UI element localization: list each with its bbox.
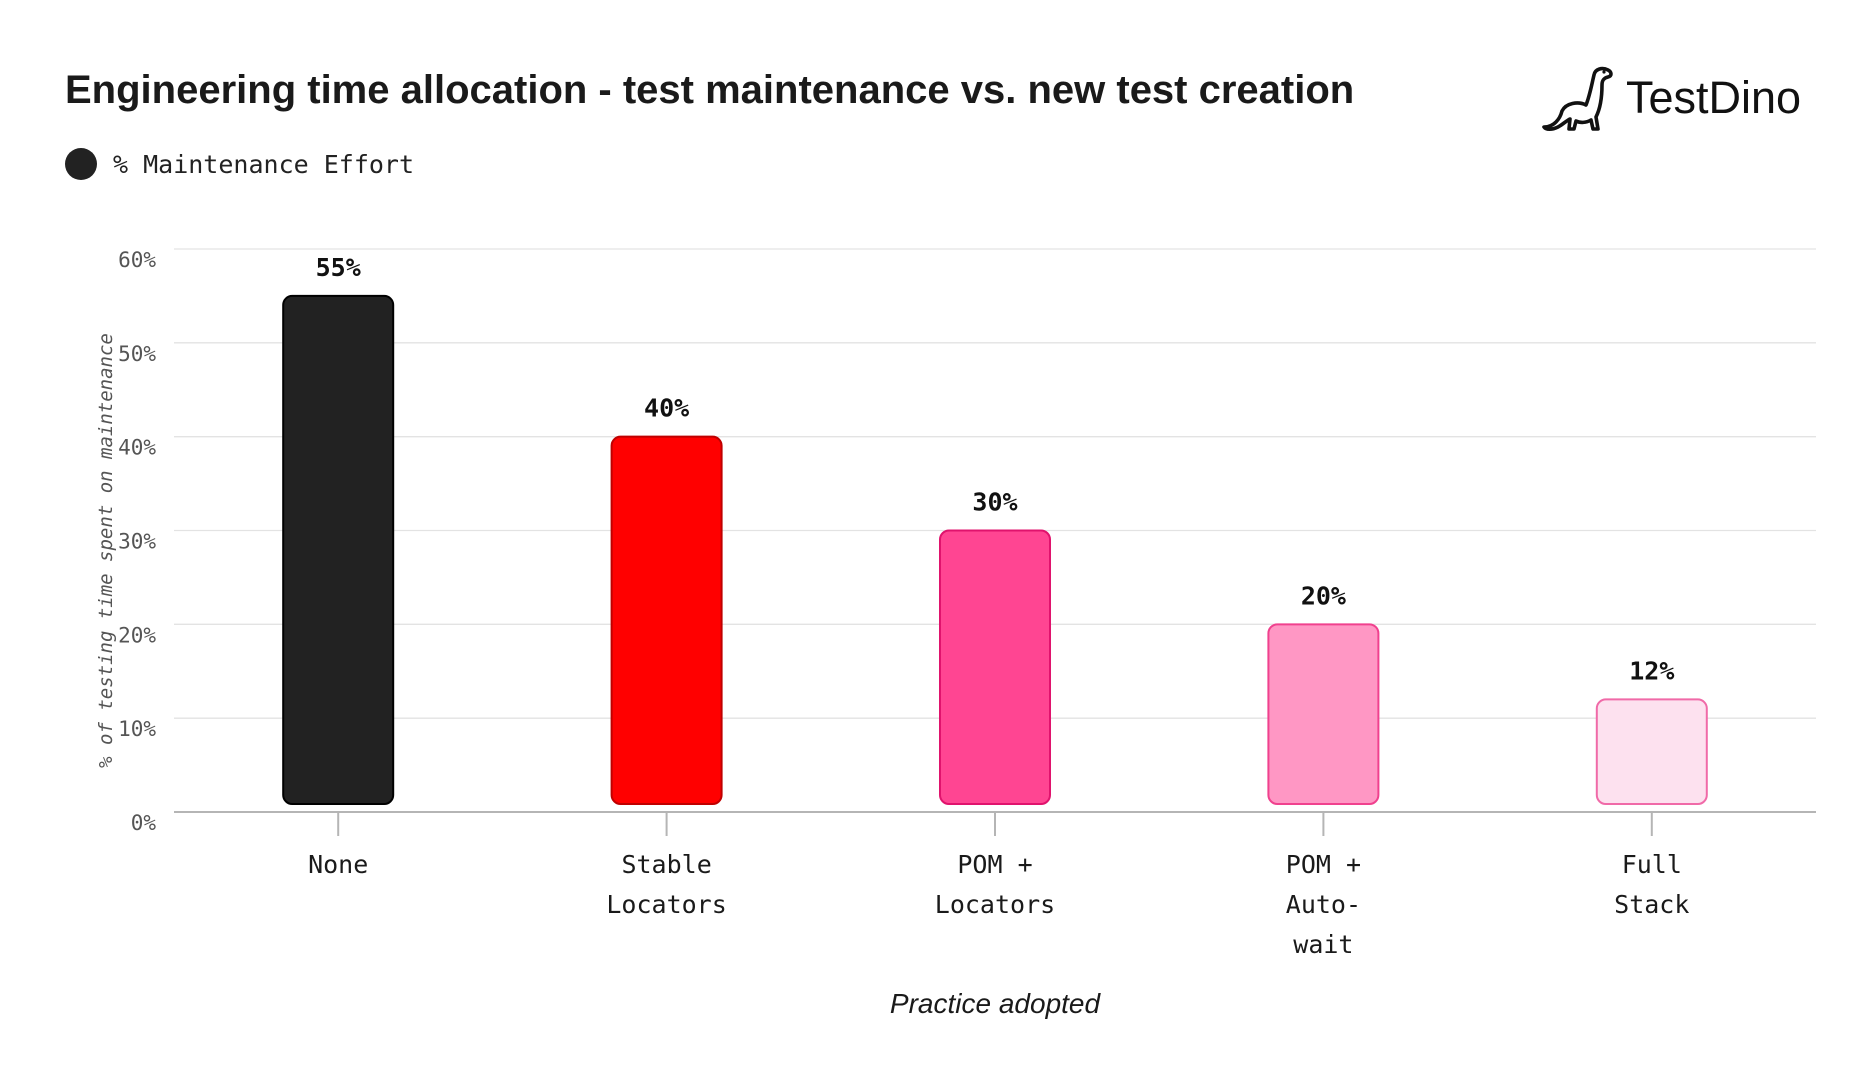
bar xyxy=(939,529,1051,805)
x-tick-label: Full Stack xyxy=(1614,850,1689,919)
legend-label: % Maintenance Effort xyxy=(113,149,415,179)
brand-name: TestDino xyxy=(1626,72,1802,123)
data-label: 12% xyxy=(1629,656,1674,685)
y-tick-label: 60% xyxy=(118,248,156,272)
x-tick-label-line: Locators xyxy=(606,890,726,919)
y-axis-ticks: 0% 10% 20% 30% 40% 50% 60% xyxy=(118,248,156,835)
bar xyxy=(1595,698,1708,806)
x-axis xyxy=(174,811,1816,836)
y-tick-label: 10% xyxy=(118,717,156,741)
x-tick-label-line: POM + xyxy=(1286,850,1361,879)
x-tick-label-line: POM + xyxy=(957,850,1032,879)
y-tick-label: 30% xyxy=(118,530,156,554)
chart-legend: % Maintenance Effort xyxy=(65,148,414,180)
dinosaur-icon xyxy=(1542,66,1613,132)
x-tick-label-line: Stable xyxy=(621,850,711,879)
labels: % of testing time spent on maintenance 55… xyxy=(95,253,1689,1019)
x-tick-label-line: Auto- xyxy=(1286,890,1361,919)
x-axis-title: Practice adopted xyxy=(890,988,1102,1019)
bars xyxy=(282,294,1708,806)
bar xyxy=(1267,623,1380,805)
x-tick-label: None xyxy=(308,850,368,879)
x-tick-label: POM + Locators xyxy=(935,850,1055,919)
y-tick-label: 40% xyxy=(118,436,156,460)
data-label: 40% xyxy=(644,394,689,423)
y-tick-label: 20% xyxy=(118,623,156,647)
x-tick-label-line: None xyxy=(308,850,368,879)
brand-logo: TestDino xyxy=(1540,60,1801,136)
x-tick-label-line: wait xyxy=(1293,930,1353,959)
y-axis-title: % of testing time spent on maintenance xyxy=(95,333,117,768)
x-tick-label-line: Full xyxy=(1622,850,1682,879)
bar xyxy=(610,435,723,805)
x-tick-label-line: Locators xyxy=(935,890,1055,919)
chart-title: Engineering time allocation - test maint… xyxy=(65,68,1355,112)
data-label: 30% xyxy=(972,488,1017,517)
data-label: 20% xyxy=(1301,581,1346,610)
y-tick-label: 50% xyxy=(118,342,156,366)
x-tick-label-line: Stack xyxy=(1614,890,1689,919)
y-tick-label: 0% xyxy=(131,811,157,835)
x-tick-label: POM + Auto-wait xyxy=(1286,850,1361,959)
data-label: 55% xyxy=(316,253,361,282)
x-tick-label: Stable Locators xyxy=(606,850,726,919)
bar xyxy=(282,294,395,805)
legend-swatch xyxy=(65,148,97,180)
